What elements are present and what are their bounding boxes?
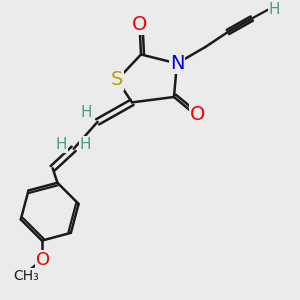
Text: H: H — [55, 137, 67, 152]
Text: N: N — [170, 54, 184, 73]
Text: S: S — [111, 70, 123, 89]
Text: H: H — [80, 105, 92, 120]
Text: O: O — [190, 105, 206, 124]
Text: H: H — [80, 137, 92, 152]
Text: O: O — [132, 15, 147, 34]
Text: CH₃: CH₃ — [13, 269, 39, 283]
Text: H: H — [268, 2, 280, 17]
Text: O: O — [36, 251, 50, 269]
